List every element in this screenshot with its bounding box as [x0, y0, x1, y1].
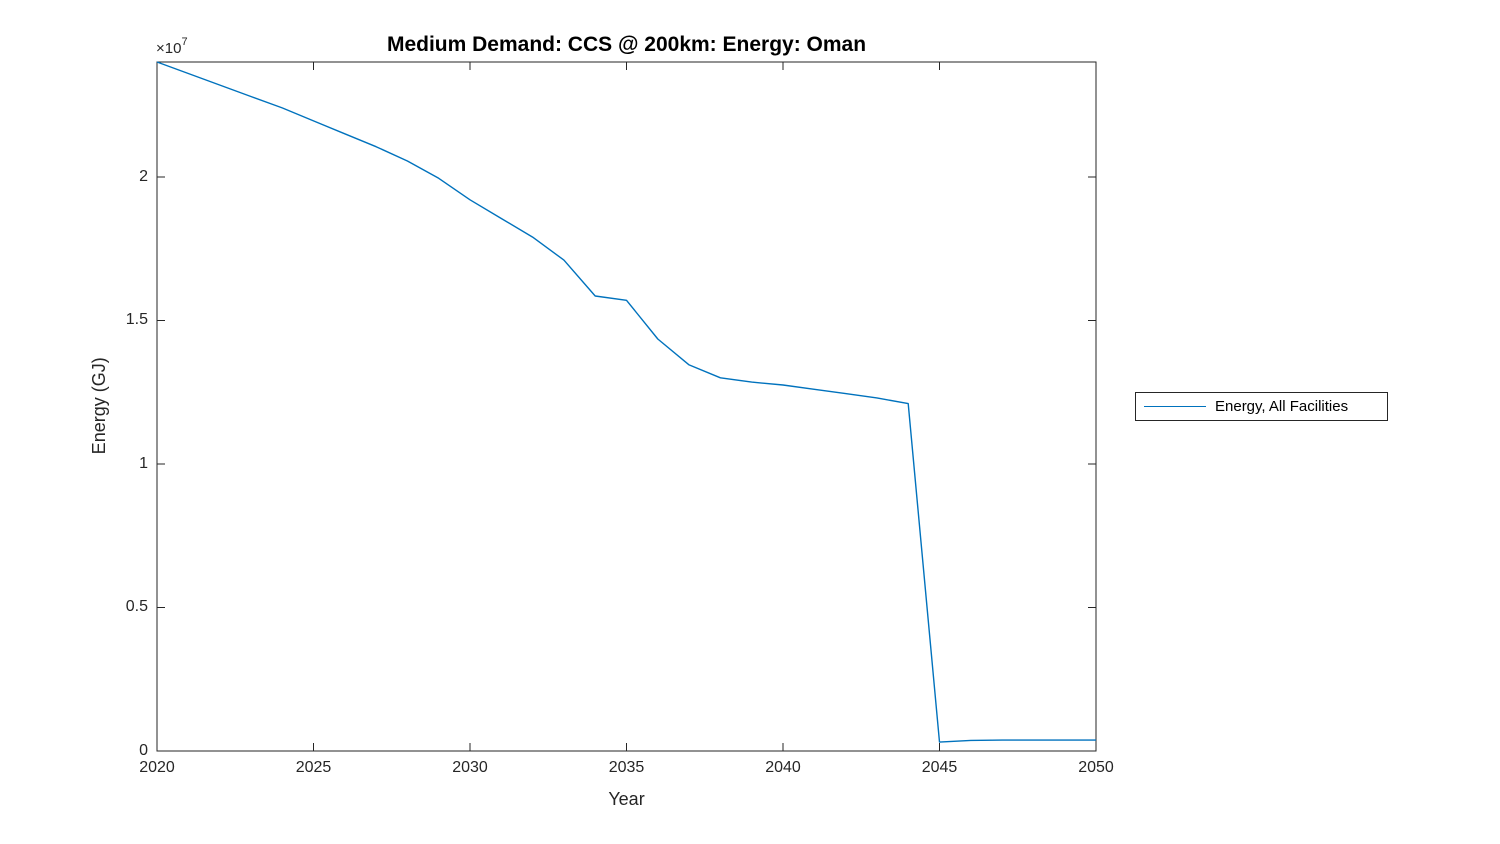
y-axis-label: Energy (GJ) [89, 357, 110, 455]
x-tick-label: 2040 [765, 759, 801, 776]
legend: Energy, All Facilities [1135, 392, 1388, 421]
y-axis-exponent-label: ×107 [156, 36, 188, 57]
x-tick-label: 2020 [139, 759, 175, 776]
y-tick-label: 0 [139, 742, 148, 759]
exponent-base: ×10 [156, 40, 182, 57]
x-axis-label: Year [608, 789, 645, 809]
legend-entry-label: Energy, All Facilities [1215, 398, 1349, 415]
y-tick-label: 1.5 [125, 311, 148, 329]
x-tick-label: 2035 [608, 759, 645, 776]
y-tick-label: 2 [139, 167, 148, 185]
series-line [156, 61, 1096, 743]
plot-box [156, 61, 1097, 752]
y-tick-label: 1 [139, 454, 148, 472]
y-tick-label: 0.5 [125, 598, 148, 616]
x-tick-label: 2030 [452, 759, 488, 776]
legend-line-sample [1144, 406, 1206, 407]
chart-title: Medium Demand: CCS @ 200km: Energy: Oman [386, 33, 867, 56]
exponent-power: 7 [181, 36, 188, 48]
x-tick-label: 2045 [921, 759, 958, 776]
x-tick-label: 2050 [1078, 759, 1114, 776]
x-tick-label: 2025 [295, 759, 332, 776]
